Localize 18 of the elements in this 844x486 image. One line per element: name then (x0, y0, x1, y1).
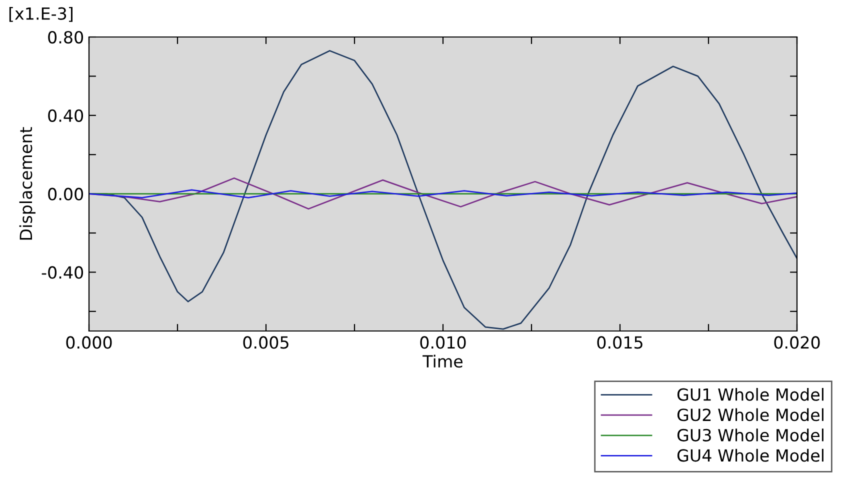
line-series (89, 189, 797, 198)
legend-label: GU2 Whole Model (677, 408, 824, 422)
x-tick-label: 0.010 (420, 336, 466, 349)
legend-label: GU4 Whole Model (677, 448, 824, 462)
y-tick-label: 0.80 (48, 30, 84, 44)
y-axis-title: Displacement (19, 127, 36, 240)
x-tick-label: 0.015 (597, 336, 642, 349)
y-tick-label: 0.40 (48, 109, 84, 122)
x-tick-label: 0.005 (243, 336, 288, 349)
line-series (89, 177, 797, 210)
y-tick-label: 0.00 (48, 188, 84, 200)
x-tick-label: 0.020 (774, 336, 820, 349)
legend-label: GU1 Whole Model (677, 388, 824, 401)
text: [x1.E-3] (9, 7, 72, 22)
legend-label: GU3 Whole Model (677, 428, 824, 442)
x-axis-title: Time (422, 354, 463, 368)
x-tick-label: 0.000 (66, 336, 112, 349)
y-tick-label: -0.40 (42, 266, 84, 279)
